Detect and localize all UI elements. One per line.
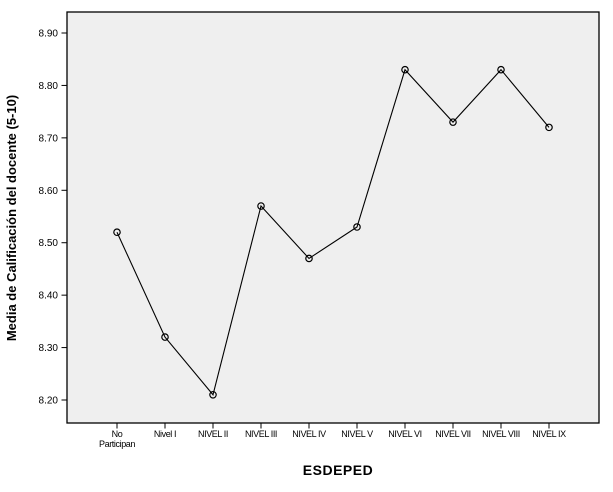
data-point <box>257 202 265 210</box>
x-tick-label: NIVEL III <box>245 429 277 439</box>
y-tick-label: 8.80 <box>39 81 59 92</box>
data-point <box>305 254 313 263</box>
x-tick-label: NIVEL IV <box>292 429 326 439</box>
data-point <box>497 65 505 74</box>
y-tick-label: 8.60 <box>39 186 59 197</box>
x-tick-label: NIVEL VI <box>388 429 421 439</box>
x-tick-label: NIVEL VIII <box>482 429 520 439</box>
x-tick-label: No Participan <box>99 429 135 449</box>
x-tick-label: NIVEL II <box>198 429 228 439</box>
data-point <box>209 390 217 399</box>
data-point <box>449 118 457 126</box>
y-tick-label: 8.90 <box>39 29 59 40</box>
x-axis-title: ESDEPED <box>303 462 373 478</box>
y-tick-label: 8.20 <box>39 396 59 407</box>
data-point <box>161 333 169 341</box>
x-tick-label: NIVEL VII <box>435 429 471 439</box>
y-axis-title: Media de Calificación del docente (5-10) <box>4 95 19 341</box>
series-line <box>116 68 550 396</box>
x-tick-label: Nivel I <box>154 429 176 439</box>
data-point <box>113 228 121 237</box>
x-tick-label: NIVEL IX <box>532 429 566 439</box>
data-point <box>353 223 361 231</box>
y-tick-label: 8.50 <box>39 238 59 249</box>
plot-layer: 8.20 8.30 8.40 8.50 8.60 8.70 8.80 8.90 No Partic… <box>39 11 600 449</box>
y-tick-label: 8.70 <box>39 133 59 144</box>
data-point <box>401 65 409 74</box>
plot-area <box>66 11 600 424</box>
x-tick-label: NIVEL V <box>341 429 373 439</box>
data-point <box>545 123 553 132</box>
y-tick-label: 8.30 <box>39 343 59 354</box>
y-tick-label: 8.40 <box>39 291 59 302</box>
